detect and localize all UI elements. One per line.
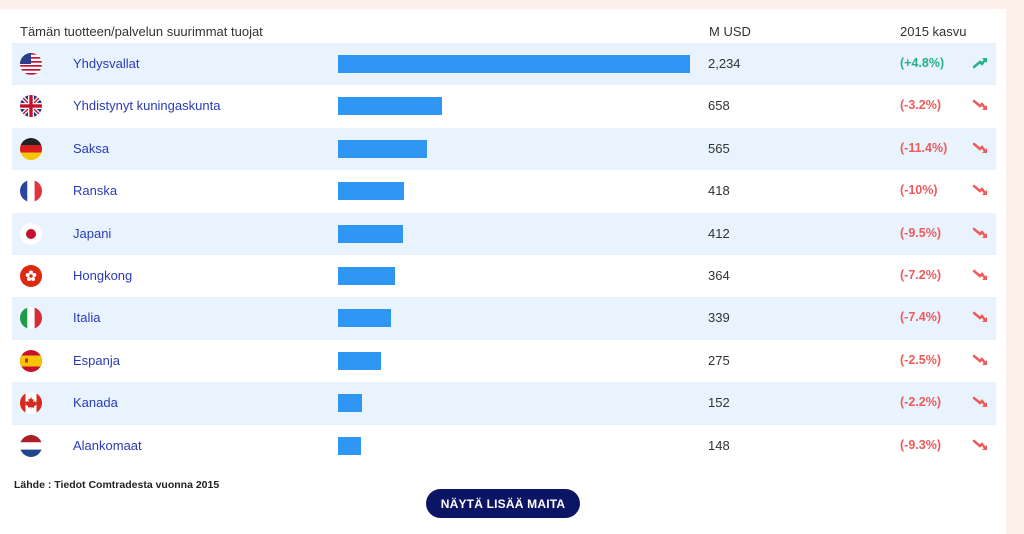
trend-down-icon [972, 97, 988, 113]
spain-flag-icon [20, 349, 42, 372]
value-label: 565 [708, 140, 730, 156]
value-column-header: M USD [709, 24, 751, 39]
value-label: 418 [708, 183, 730, 199]
trend-down-icon [972, 182, 988, 198]
show-more-countries-button[interactable]: NÄYTÄ LISÄÄ MAITA [426, 489, 580, 518]
canada-flag-icon [20, 392, 42, 415]
trend-down-icon [972, 267, 988, 283]
value-label: 148 [708, 437, 730, 453]
value-bar [338, 309, 391, 328]
country-link[interactable]: Espanja [73, 352, 120, 368]
value-label: 412 [708, 225, 730, 241]
growth-label: (-9.3%) [900, 437, 941, 452]
table-row: Alankomaat 148 (-9.3%) [12, 425, 996, 467]
country-link[interactable]: Hongkong [73, 267, 133, 283]
value-bar [338, 182, 404, 201]
value-label: 658 [708, 98, 730, 114]
imports-panel: Tämän tuotteen/palvelun suurimmat tuojat… [0, 9, 1006, 534]
source-note: Lähde : Tiedot Comtradesta vuonna 2015 [14, 479, 220, 491]
value-bar [338, 266, 395, 285]
value-bar [338, 139, 427, 158]
country-link[interactable]: Alankomaat [73, 437, 142, 453]
us-flag-icon [20, 53, 42, 75]
chart-title: Tämän tuotteen/palvelun suurimmat tuojat [20, 24, 263, 39]
value-bar [338, 55, 690, 73]
trend-up-icon [972, 55, 988, 71]
country-link[interactable]: Yhdysvallat [73, 56, 140, 71]
table-row: Yhdysvallat 2,234 (+4.8%) [12, 43, 996, 86]
growth-label: (-3.2%) [900, 98, 941, 113]
trend-down-icon [972, 394, 988, 410]
growth-label: (-10%) [900, 183, 938, 198]
growth-label: (-11.4%) [900, 140, 948, 155]
table-row: Saksa 565 (-11.4%) [12, 127, 996, 171]
table-row: Espanja 275 (-2.5%) [12, 340, 996, 382]
value-bar [338, 224, 403, 243]
growth-label: (+4.8%) [900, 56, 945, 70]
netherlands-flag-icon [20, 434, 42, 457]
growth-label: (-7.2%) [900, 267, 941, 282]
importer-rows: Yhdysvallat 2,234 (+4.8%) Yhdistynyt kuning… [12, 43, 996, 467]
trend-down-icon [972, 352, 988, 368]
growth-label: (-2.5%) [900, 352, 941, 367]
value-bar [338, 97, 442, 116]
value-label: 339 [708, 310, 730, 326]
growth-label: (-9.5%) [900, 225, 941, 240]
trend-down-icon [972, 140, 988, 156]
hongkong-flag-icon [20, 264, 42, 287]
growth-label: (-7.4%) [900, 310, 941, 325]
growth-column-header: 2015 kasvu [900, 24, 967, 39]
country-link[interactable]: Japani [73, 225, 112, 241]
trend-down-icon [972, 309, 988, 325]
value-label: 152 [708, 395, 730, 411]
table-row: Japani 412 (-9.5%) [12, 212, 996, 255]
country-link[interactable]: Yhdistynyt kuningaskunta [73, 98, 221, 114]
table-row: Ranska 418 (-10%) [12, 170, 996, 212]
table-row: Kanada 152 (-2.2%) [12, 382, 996, 425]
italy-flag-icon [20, 307, 42, 330]
trend-down-icon [972, 225, 988, 241]
japan-flag-icon [20, 222, 42, 245]
value-label: 275 [708, 352, 730, 368]
table-row: Italia 339 (-7.4%) [12, 297, 996, 340]
country-link[interactable]: Italia [73, 310, 101, 326]
value-label: 364 [708, 267, 730, 283]
germany-flag-icon [20, 137, 42, 160]
trend-down-icon [972, 437, 988, 453]
value-bar [338, 436, 361, 455]
value-label: 2,234 [708, 56, 741, 71]
value-bar [338, 351, 381, 370]
table-header: Tämän tuotteen/palvelun suurimmat tuojat… [20, 22, 996, 40]
country-link[interactable]: Kanada [73, 395, 118, 411]
growth-label: (-2.2%) [900, 395, 941, 410]
table-row: Hongkong 364 (-7.2%) [12, 255, 996, 297]
france-flag-icon [20, 180, 42, 203]
country-link[interactable]: Ranska [73, 183, 118, 199]
table-row: Yhdistynyt kuningaskunta 658 (-3.2%) [12, 85, 996, 127]
value-bar [338, 394, 362, 413]
country-link[interactable]: Saksa [73, 140, 110, 156]
uk-flag-icon [20, 95, 42, 118]
